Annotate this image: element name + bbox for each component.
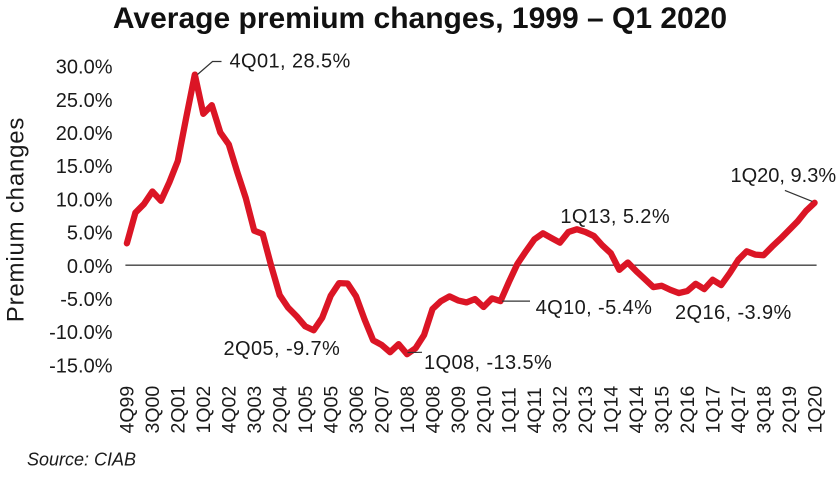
- svg-text:3Q03: 3Q03: [244, 386, 266, 434]
- svg-text:4Q08: 4Q08: [422, 386, 444, 434]
- svg-text:1Q08: 1Q08: [397, 386, 419, 434]
- svg-text:3Q18: 3Q18: [753, 386, 775, 434]
- svg-text:1Q11: 1Q11: [499, 387, 521, 433]
- svg-text:4Q10, -5.4%: 4Q10, -5.4%: [536, 297, 653, 319]
- svg-text:3Q09: 3Q09: [448, 386, 470, 434]
- svg-text:2Q16: 2Q16: [677, 386, 699, 434]
- svg-text:4Q02: 4Q02: [219, 386, 241, 434]
- svg-text:5.0%: 5.0%: [67, 223, 113, 245]
- svg-text:-15.0%: -15.0%: [49, 355, 113, 377]
- svg-text:3Q12: 3Q12: [550, 386, 572, 434]
- svg-text:4Q14: 4Q14: [626, 386, 648, 434]
- svg-text:30.0%: 30.0%: [56, 57, 113, 79]
- svg-text:20.0%: 20.0%: [56, 123, 113, 145]
- svg-text:4Q99: 4Q99: [117, 386, 139, 434]
- svg-text:Premium changes: Premium changes: [3, 117, 30, 322]
- svg-text:3Q15: 3Q15: [652, 386, 674, 434]
- svg-text:4Q17: 4Q17: [728, 386, 750, 434]
- svg-text:2Q07: 2Q07: [371, 386, 393, 434]
- svg-text:1Q20, 9.3%: 1Q20, 9.3%: [731, 165, 837, 187]
- svg-text:15.0%: 15.0%: [56, 156, 113, 178]
- svg-text:10.0%: 10.0%: [56, 189, 113, 211]
- svg-text:2Q16, -3.9%: 2Q16, -3.9%: [675, 302, 792, 324]
- svg-text:1Q20: 1Q20: [804, 386, 826, 434]
- svg-text:Average premium changes, 1999: Average premium changes, 1999 – Q1 2020: [113, 2, 727, 35]
- svg-text:0.0%: 0.0%: [67, 256, 113, 278]
- svg-text:1Q02: 1Q02: [193, 386, 215, 434]
- svg-text:2Q05, -9.7%: 2Q05, -9.7%: [224, 338, 341, 360]
- svg-text:2Q01: 2Q01: [168, 386, 190, 434]
- svg-text:1Q14: 1Q14: [601, 386, 623, 434]
- svg-text:2Q04: 2Q04: [270, 386, 292, 434]
- svg-text:Source: CIAB: Source: CIAB: [27, 450, 136, 470]
- svg-text:-10.0%: -10.0%: [49, 322, 113, 344]
- svg-text:1Q05: 1Q05: [295, 386, 317, 434]
- svg-text:1Q13, 5.2%: 1Q13, 5.2%: [560, 206, 670, 228]
- svg-text:1Q17: 1Q17: [703, 386, 725, 434]
- svg-text:3Q06: 3Q06: [346, 386, 368, 434]
- svg-text:2Q19: 2Q19: [779, 386, 801, 434]
- svg-text:-5.0%: -5.0%: [60, 289, 112, 311]
- svg-text:4Q01, 28.5%: 4Q01, 28.5%: [230, 50, 351, 72]
- svg-text:4Q11: 4Q11: [524, 387, 546, 433]
- svg-text:1Q08, -13.5%: 1Q08, -13.5%: [424, 352, 552, 374]
- svg-text:2Q13: 2Q13: [575, 386, 597, 434]
- svg-text:3Q00: 3Q00: [142, 386, 164, 434]
- svg-text:2Q10: 2Q10: [473, 386, 495, 434]
- svg-text:25.0%: 25.0%: [56, 90, 113, 112]
- svg-text:4Q05: 4Q05: [321, 386, 343, 434]
